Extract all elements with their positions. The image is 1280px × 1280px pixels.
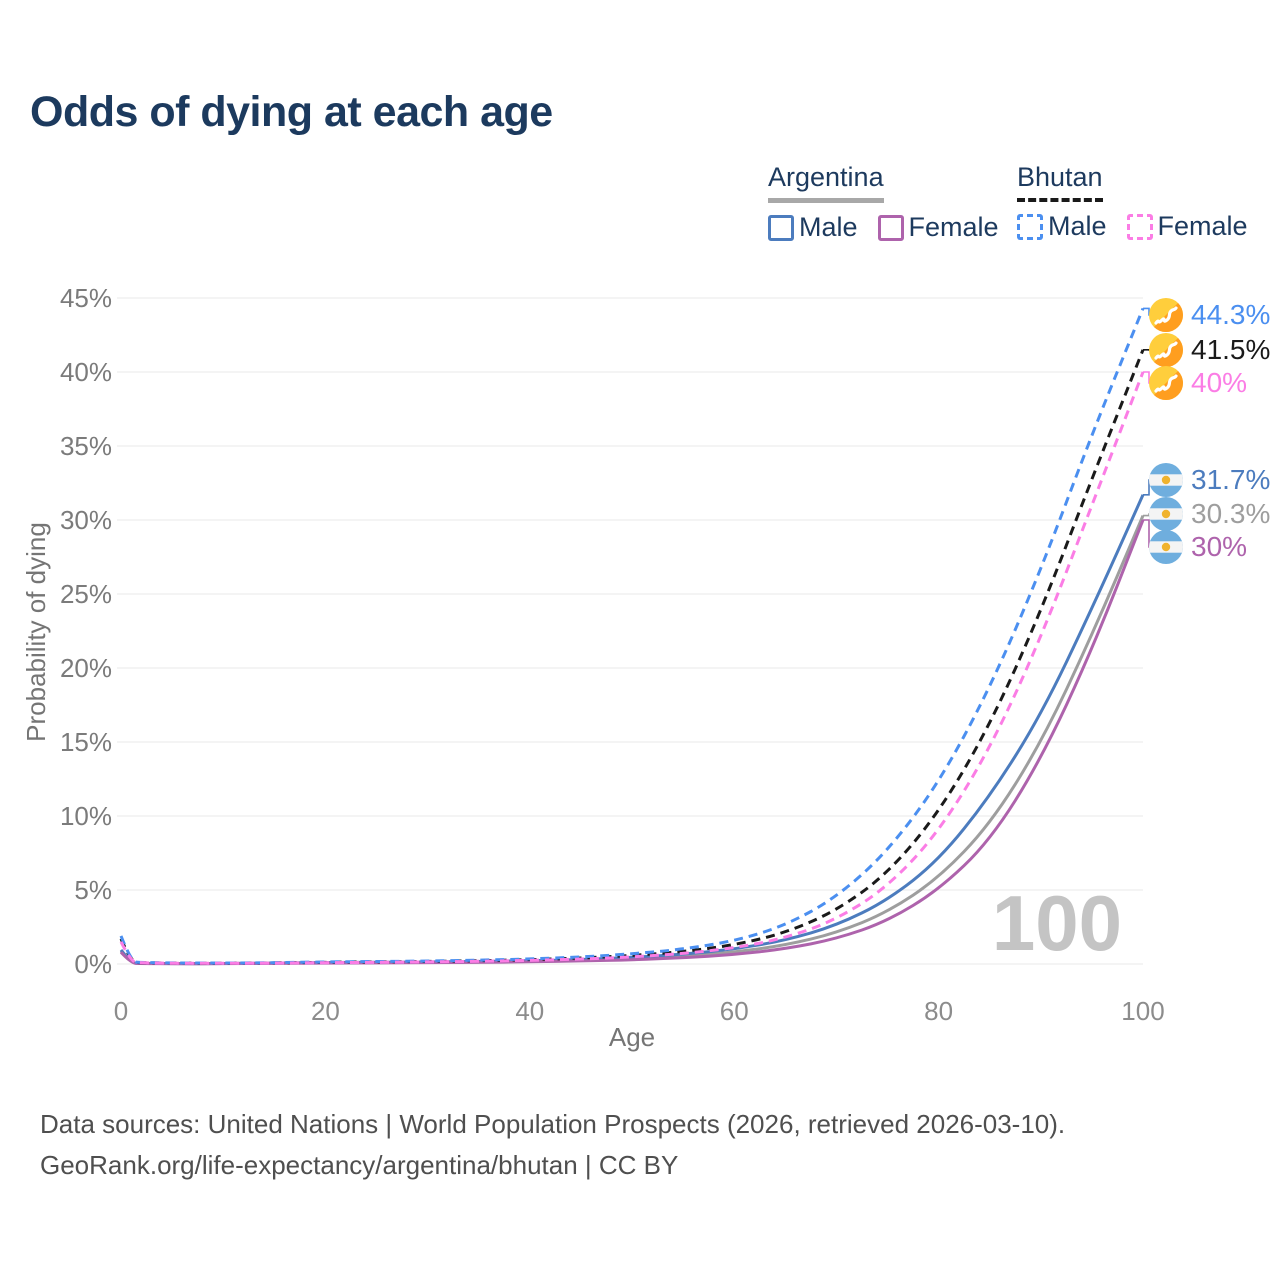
legend-swatch-bhutan-male bbox=[1017, 213, 1043, 240]
legend-item-label: Female bbox=[1157, 211, 1248, 241]
argentina-flag-icon bbox=[1148, 529, 1184, 565]
argentina-total-line[interactable] bbox=[119, 515, 1145, 966]
y-tick-label: 30% bbox=[60, 505, 112, 535]
footer: Data sources: United Nations | World Pop… bbox=[40, 1104, 1065, 1186]
end-label-value: 41.5% bbox=[1191, 334, 1271, 365]
bhutan-flag-icon bbox=[1148, 332, 1184, 368]
legend-swatch-bhutan-female bbox=[1126, 213, 1153, 240]
x-tick-label: 20 bbox=[311, 996, 340, 1026]
legend-country-argentina[interactable]: Argentina bbox=[768, 162, 884, 203]
x-tick-label: 80 bbox=[924, 996, 953, 1026]
end-label-value: 30.3% bbox=[1191, 498, 1271, 529]
x-tick-label: 40 bbox=[515, 996, 544, 1026]
argentina-flag-icon bbox=[1148, 462, 1184, 498]
x-tick-label: 0 bbox=[114, 996, 128, 1026]
end-label-bhutan-female: 40% bbox=[1148, 365, 1247, 401]
end-label-argentina-male: 31.7% bbox=[1148, 462, 1270, 498]
legend-group-argentina: Argentina Male Female bbox=[768, 162, 999, 243]
y-tick-label: 5% bbox=[74, 875, 112, 905]
bhutan-female-line[interactable] bbox=[119, 371, 1145, 965]
legend-item-label: Male bbox=[799, 212, 858, 242]
end-label-bhutan-male: 44.3% bbox=[1148, 297, 1270, 333]
end-label-value: 44.3% bbox=[1191, 299, 1271, 330]
x-tick-label: 60 bbox=[720, 996, 749, 1026]
end-label-value: 31.7% bbox=[1191, 464, 1271, 495]
y-tick-label: 25% bbox=[60, 579, 112, 609]
end-label-argentina-female: 30% bbox=[1148, 529, 1247, 565]
legend-item-argentina-male[interactable]: Male bbox=[768, 212, 858, 243]
end-label-argentina-total: 30.3% bbox=[1148, 496, 1270, 532]
bhutan-flag-icon bbox=[1148, 297, 1184, 333]
y-tick-label: 10% bbox=[60, 801, 112, 831]
legend-swatch-argentina-female bbox=[877, 214, 904, 241]
bhutan-male-line[interactable] bbox=[119, 307, 1145, 965]
x-axis-title: Age bbox=[609, 1022, 655, 1052]
legend-items-bhutan: Male Female bbox=[1017, 211, 1248, 242]
argentina-flag-icon bbox=[1148, 496, 1184, 532]
legend-group-bhutan: Bhutan Male Female bbox=[1017, 162, 1248, 242]
x-tick-label: 100 bbox=[1121, 996, 1164, 1026]
data-sources-line: Data sources: United Nations | World Pop… bbox=[40, 1109, 1066, 1139]
y-tick-label: 40% bbox=[60, 357, 112, 387]
end-label-value: 40% bbox=[1191, 367, 1248, 398]
argentina-male-line[interactable] bbox=[119, 494, 1145, 966]
end-label-value: 30% bbox=[1191, 531, 1248, 562]
bhutan-total-line[interactable] bbox=[119, 349, 1145, 965]
legend-swatch-argentina-male bbox=[768, 214, 794, 241]
y-axis-title: Probability of dying bbox=[21, 522, 51, 742]
y-tick-label: 20% bbox=[60, 653, 112, 683]
legend-item-bhutan-male[interactable]: Male bbox=[1017, 211, 1107, 242]
legend-item-label: Male bbox=[1048, 211, 1107, 241]
end-label-bhutan-total: 41.5% bbox=[1148, 332, 1270, 368]
legend-country-bhutan[interactable]: Bhutan bbox=[1017, 162, 1103, 202]
y-tick-label: 0% bbox=[74, 949, 112, 979]
legend-item-argentina-female[interactable]: Female bbox=[877, 212, 999, 243]
legend-item-label: Female bbox=[908, 212, 999, 242]
y-tick-label: 45% bbox=[60, 283, 112, 313]
legend-items-argentina: Male Female bbox=[768, 212, 999, 243]
page-title: Odds of dying at each age bbox=[30, 88, 553, 136]
legend-item-bhutan-female[interactable]: Female bbox=[1126, 211, 1248, 242]
hover-age-indicator: 100 bbox=[992, 879, 1122, 967]
y-tick-label: 15% bbox=[60, 727, 112, 757]
bhutan-flag-icon bbox=[1148, 365, 1184, 401]
y-tick-label: 35% bbox=[60, 431, 112, 461]
attribution-line: GeoRank.org/life-expectancy/argentina/bh… bbox=[40, 1150, 679, 1180]
